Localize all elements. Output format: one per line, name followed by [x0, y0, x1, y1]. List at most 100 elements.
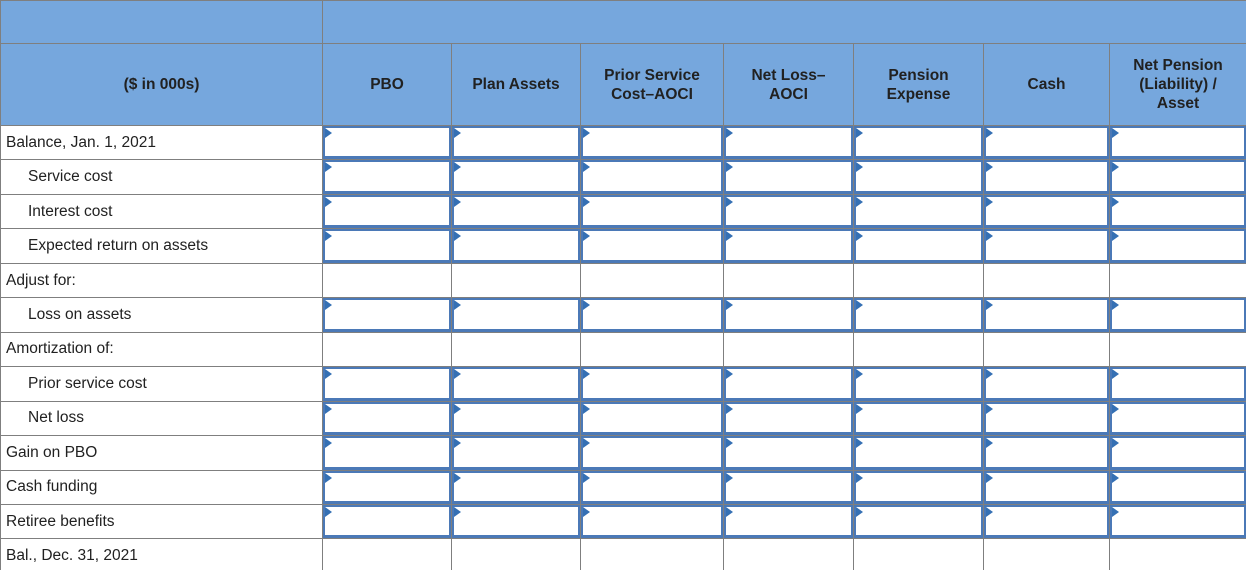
input-cell-interest-cost-net-pension-liability-asset[interactable] — [1110, 194, 1246, 229]
data-cell-interest-cost-net-pension-liability-asset — [1110, 194, 1246, 230]
input-cell-gain-on-pbo-prior-service-cost-aoci[interactable] — [581, 436, 723, 470]
input-cell-retiree-benefits-net-pension-liability-asset[interactable] — [1110, 504, 1246, 539]
input-cell-cash-funding-pension-expense[interactable] — [854, 470, 983, 504]
column-header-pbo: PBO — [323, 44, 452, 126]
input-cell-expected-return-on-assets-net-loss-aoci[interactable] — [724, 229, 853, 263]
input-cell-interest-cost-pension-expense[interactable] — [854, 194, 983, 229]
input-cell-net-loss-net-pension-liability-asset[interactable] — [1110, 401, 1246, 436]
input-cell-balance-jan-1-2021-prior-service-cost-aoci[interactable] — [581, 126, 723, 160]
input-cell-net-loss-prior-service-cost-aoci[interactable] — [581, 401, 723, 436]
input-cell-net-loss-pension-expense[interactable] — [854, 401, 983, 436]
column-header-plan-assets: Plan Assets — [452, 44, 581, 126]
input-flag-icon — [583, 506, 590, 517]
input-cell-retiree-benefits-cash[interactable] — [984, 504, 1109, 539]
input-cell-prior-service-cost-cash[interactable] — [984, 367, 1109, 401]
input-cell-service-cost-pbo[interactable] — [323, 160, 451, 194]
input-cell-service-cost-plan-assets[interactable] — [452, 160, 580, 194]
row-label-amortization-of: Amortization of: — [1, 332, 323, 368]
input-cell-retiree-benefits-plan-assets[interactable] — [452, 504, 580, 539]
input-cell-prior-service-cost-net-loss-aoci[interactable] — [724, 367, 853, 401]
data-cell-amortization-of-prior-service-cost-aoci — [581, 332, 724, 368]
input-cell-expected-return-on-assets-net-pension-liability-asset[interactable] — [1110, 229, 1246, 263]
data-cell-loss-on-assets-pbo — [323, 298, 452, 333]
input-cell-loss-on-assets-prior-service-cost-aoci[interactable] — [581, 298, 723, 332]
input-flag-icon — [986, 128, 993, 138]
input-cell-cash-funding-plan-assets[interactable] — [452, 470, 580, 504]
input-cell-gain-on-pbo-pbo[interactable] — [323, 436, 451, 470]
data-cell-retiree-benefits-cash — [984, 504, 1110, 540]
input-cell-interest-cost-prior-service-cost-aoci[interactable] — [581, 194, 723, 229]
input-cell-balance-jan-1-2021-plan-assets[interactable] — [452, 126, 580, 160]
input-cell-expected-return-on-assets-cash[interactable] — [984, 229, 1109, 263]
input-cell-loss-on-assets-plan-assets[interactable] — [452, 298, 580, 332]
input-cell-net-loss-pbo[interactable] — [323, 401, 451, 436]
row-label-retiree-benefits: Retiree benefits — [1, 504, 323, 540]
input-cell-loss-on-assets-pbo[interactable] — [323, 298, 451, 332]
data-cell-balance-jan-1-2021-net-pension-liability-asset — [1110, 126, 1246, 161]
input-cell-prior-service-cost-prior-service-cost-aoci[interactable] — [581, 367, 723, 401]
input-cell-net-loss-cash[interactable] — [984, 401, 1109, 436]
data-cell-net-loss-pbo — [323, 401, 452, 437]
input-cell-retiree-benefits-pbo[interactable] — [323, 504, 451, 539]
data-cell-expected-return-on-assets-cash — [984, 229, 1110, 264]
input-cell-interest-cost-pbo[interactable] — [323, 194, 451, 229]
input-cell-prior-service-cost-net-pension-liability-asset[interactable] — [1110, 367, 1246, 401]
input-cell-service-cost-net-loss-aoci[interactable] — [724, 160, 853, 194]
data-cell-interest-cost-pbo — [323, 194, 452, 230]
input-cell-balance-jan-1-2021-cash[interactable] — [984, 126, 1109, 160]
input-cell-expected-return-on-assets-prior-service-cost-aoci[interactable] — [581, 229, 723, 263]
data-cell-cash-funding-net-pension-liability-asset — [1110, 470, 1246, 505]
input-cell-cash-funding-pbo[interactable] — [323, 470, 451, 504]
input-cell-net-loss-net-loss-aoci[interactable] — [724, 401, 853, 436]
input-cell-interest-cost-plan-assets[interactable] — [452, 194, 580, 229]
input-cell-expected-return-on-assets-plan-assets[interactable] — [452, 229, 580, 263]
input-cell-prior-service-cost-pension-expense[interactable] — [854, 367, 983, 401]
input-cell-service-cost-prior-service-cost-aoci[interactable] — [581, 160, 723, 194]
data-cell-gain-on-pbo-pbo — [323, 436, 452, 471]
input-cell-balance-jan-1-2021-net-pension-liability-asset[interactable] — [1110, 126, 1246, 160]
input-flag-icon — [986, 438, 993, 449]
input-cell-gain-on-pbo-plan-assets[interactable] — [452, 436, 580, 470]
input-cell-retiree-benefits-prior-service-cost-aoci[interactable] — [581, 504, 723, 539]
data-cell-prior-service-cost-cash — [984, 367, 1110, 402]
input-cell-balance-jan-1-2021-pension-expense[interactable] — [854, 126, 983, 160]
column-header-net-loss-aoci: Net Loss–AOCI — [724, 44, 854, 126]
input-flag-icon — [454, 438, 461, 449]
input-flag-icon — [325, 128, 332, 138]
data-cell-bal-dec-31-2021-prior-service-cost-aoci — [581, 539, 724, 570]
input-cell-balance-jan-1-2021-net-loss-aoci[interactable] — [724, 126, 853, 160]
input-cell-service-cost-cash[interactable] — [984, 160, 1109, 194]
input-cell-loss-on-assets-cash[interactable] — [984, 298, 1109, 332]
row-label-net-loss: Net loss — [1, 401, 323, 437]
input-cell-retiree-benefits-pension-expense[interactable] — [854, 504, 983, 539]
input-cell-expected-return-on-assets-pension-expense[interactable] — [854, 229, 983, 263]
input-cell-gain-on-pbo-net-loss-aoci[interactable] — [724, 436, 853, 470]
input-cell-service-cost-net-pension-liability-asset[interactable] — [1110, 160, 1246, 194]
input-cell-gain-on-pbo-cash[interactable] — [984, 436, 1109, 470]
data-cell-cash-funding-cash — [984, 470, 1110, 505]
data-cell-gain-on-pbo-cash — [984, 436, 1110, 471]
input-cell-loss-on-assets-net-pension-liability-asset[interactable] — [1110, 298, 1246, 332]
data-cell-balance-jan-1-2021-pension-expense — [854, 126, 984, 161]
input-cell-gain-on-pbo-net-pension-liability-asset[interactable] — [1110, 436, 1246, 470]
input-cell-interest-cost-net-loss-aoci[interactable] — [724, 194, 853, 229]
data-cell-interest-cost-prior-service-cost-aoci — [581, 194, 724, 230]
input-cell-service-cost-pension-expense[interactable] — [854, 160, 983, 194]
data-cell-bal-dec-31-2021-pension-expense — [854, 539, 984, 570]
input-cell-balance-jan-1-2021-pbo[interactable] — [323, 126, 451, 160]
input-cell-interest-cost-cash[interactable] — [984, 194, 1109, 229]
input-cell-loss-on-assets-net-loss-aoci[interactable] — [724, 298, 853, 332]
input-cell-loss-on-assets-pension-expense[interactable] — [854, 298, 983, 332]
input-cell-cash-funding-cash[interactable] — [984, 470, 1109, 504]
input-cell-retiree-benefits-net-loss-aoci[interactable] — [724, 504, 853, 539]
input-cell-net-loss-plan-assets[interactable] — [452, 401, 580, 436]
input-cell-expected-return-on-assets-pbo[interactable] — [323, 229, 451, 263]
data-cell-prior-service-cost-net-loss-aoci — [724, 367, 854, 402]
input-cell-cash-funding-net-pension-liability-asset[interactable] — [1110, 470, 1246, 504]
input-cell-cash-funding-prior-service-cost-aoci[interactable] — [581, 470, 723, 504]
data-cell-retiree-benefits-net-pension-liability-asset — [1110, 504, 1246, 540]
input-cell-gain-on-pbo-pension-expense[interactable] — [854, 436, 983, 470]
input-cell-prior-service-cost-plan-assets[interactable] — [452, 367, 580, 401]
input-cell-cash-funding-net-loss-aoci[interactable] — [724, 470, 853, 504]
input-cell-prior-service-cost-pbo[interactable] — [323, 367, 451, 401]
